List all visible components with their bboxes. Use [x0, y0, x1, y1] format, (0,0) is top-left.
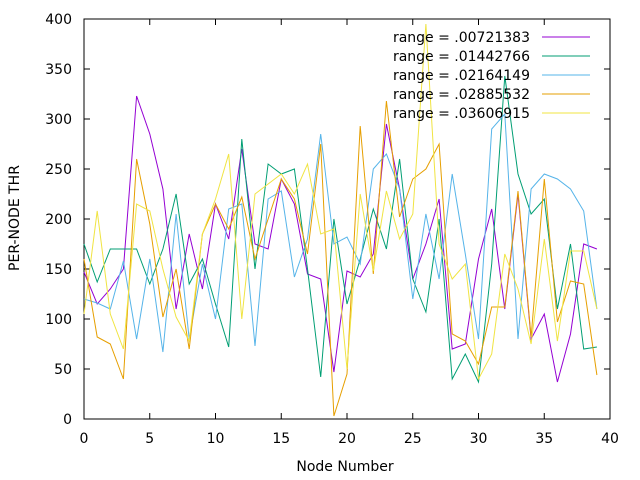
series-line-2 — [83, 75, 597, 384]
y-tick-label: 50 — [54, 362, 72, 378]
y-axis-ticks: 0 50 100 150 200 250 300 350 400 — [45, 12, 610, 428]
legend-label: range = .02885532 — [393, 87, 530, 103]
plot-border — [83, 18, 611, 420]
x-tick-label: 20 — [338, 431, 356, 447]
y-tick-label: 350 — [45, 62, 72, 78]
x-tick-label: 35 — [535, 431, 553, 447]
legend-label: range = .02164149 — [393, 68, 530, 84]
x-tick-label: 10 — [207, 431, 225, 447]
x-tick-label: 0 — [80, 431, 89, 447]
plot-frame — [83, 18, 611, 420]
y-tick-label: 0 — [63, 412, 72, 428]
x-tick-label: 30 — [470, 431, 488, 447]
x-axis-label: Node Number — [296, 459, 393, 475]
x-tick-label: 15 — [272, 431, 290, 447]
y-tick-label: 300 — [45, 112, 72, 128]
legend: range = .00721383 range = .01442766 range … — [393, 30, 590, 122]
series-line-3 — [83, 112, 598, 353]
legend-label: range = .03606915 — [393, 106, 530, 122]
y-tick-label: 150 — [45, 262, 72, 278]
y-tick-label: 400 — [45, 12, 72, 28]
legend-label: range = .01442766 — [393, 49, 530, 65]
legend-label: range = .00721383 — [393, 30, 530, 46]
x-tick-label: 25 — [404, 431, 422, 447]
series-lines — [83, 23, 598, 417]
x-axis-ticks: 0 5 10 15 20 25 30 35 40 — [80, 19, 619, 447]
y-tick-label: 250 — [45, 162, 72, 178]
y-axis-label: PER-NODE THR — [7, 165, 23, 271]
y-tick-label: 200 — [45, 212, 72, 228]
series-line-5 — [83, 23, 598, 381]
y-tick-label: 100 — [45, 312, 72, 328]
x-tick-label: 5 — [145, 431, 154, 447]
x-tick-label: 40 — [601, 431, 619, 447]
